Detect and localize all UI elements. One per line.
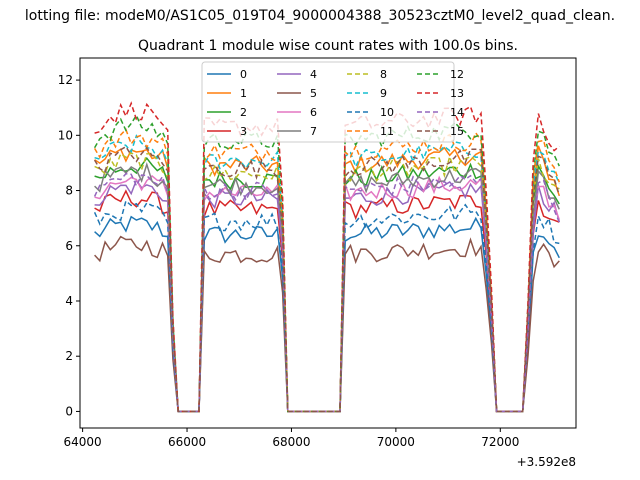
legend-label: 13 bbox=[450, 87, 464, 100]
x-tick-label: 70000 bbox=[377, 435, 415, 449]
x-tick-label: 66000 bbox=[168, 435, 206, 449]
series-line-13 bbox=[94, 101, 560, 413]
legend-label: 15 bbox=[450, 125, 464, 138]
y-tick-label: 6 bbox=[65, 239, 73, 253]
plot-lines bbox=[93, 101, 561, 413]
legend-label: 4 bbox=[310, 68, 317, 81]
y-tick-label: 12 bbox=[58, 73, 73, 87]
legend-label: 6 bbox=[310, 106, 317, 119]
legend-label: 3 bbox=[240, 125, 247, 138]
y-tick-label: 8 bbox=[65, 184, 73, 198]
legend-label: 7 bbox=[310, 125, 317, 138]
x-offset-label: +3.592e8 bbox=[517, 455, 576, 469]
x-tick-label: 64000 bbox=[64, 435, 102, 449]
legend-label: 11 bbox=[380, 125, 394, 138]
legend-label: 14 bbox=[450, 106, 464, 119]
y-tick-label: 2 bbox=[65, 349, 73, 363]
y-tick-label: 10 bbox=[58, 128, 73, 142]
legend-label: 8 bbox=[380, 68, 387, 81]
legend-label: 10 bbox=[380, 106, 394, 119]
legend-label: 9 bbox=[380, 87, 387, 100]
y-axis: 0 2 4 6 8 10 12 bbox=[58, 73, 80, 418]
x-axis: 64000 66000 68000 70000 72000 bbox=[64, 428, 519, 449]
series-line-10 bbox=[93, 199, 560, 413]
figure-suptitle: lotting file: modeM0/AS1C05_019T04_90000… bbox=[25, 8, 615, 24]
x-tick-label: 72000 bbox=[481, 435, 519, 449]
legend-label: 12 bbox=[450, 68, 464, 81]
axes-title: Quadrant 1 module wise count rates with … bbox=[138, 38, 518, 54]
legend-label: 5 bbox=[310, 87, 317, 100]
legend-label: 0 bbox=[240, 68, 247, 81]
y-tick-label: 0 bbox=[65, 404, 73, 418]
y-tick-label: 4 bbox=[65, 294, 73, 308]
series-line-14 bbox=[93, 172, 560, 413]
x-tick-label: 68000 bbox=[272, 435, 310, 449]
series-line-15 bbox=[93, 145, 561, 413]
legend-label: 2 bbox=[240, 106, 247, 119]
legend-box bbox=[201, 61, 455, 143]
legend-label: 1 bbox=[240, 87, 247, 100]
axes-frame bbox=[79, 57, 577, 429]
